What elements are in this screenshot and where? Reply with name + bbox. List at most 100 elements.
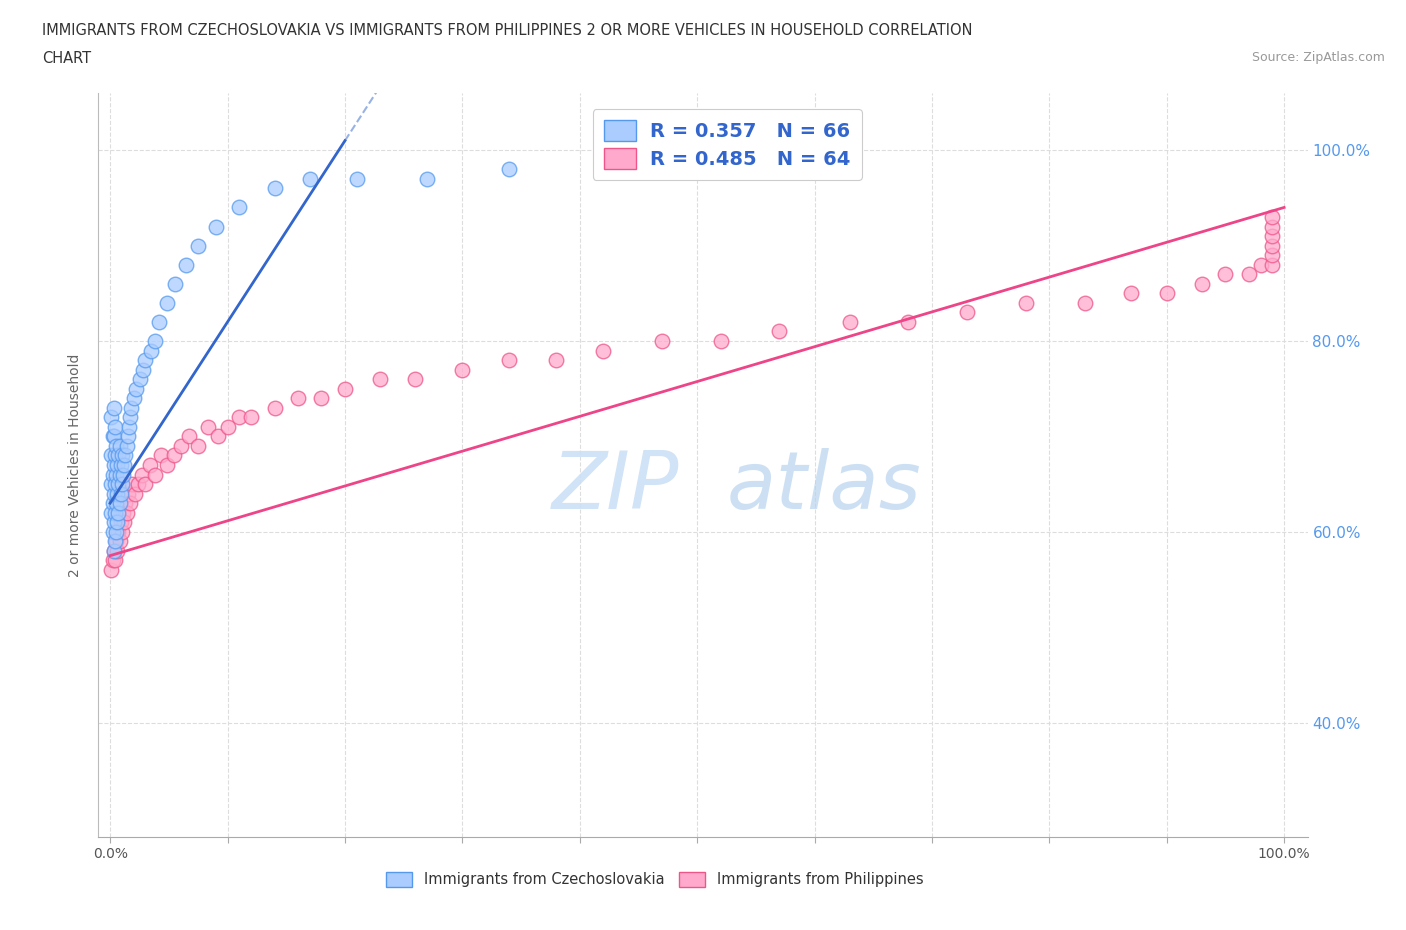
Point — [122, 391, 145, 405]
Point — [592, 343, 614, 358]
Point — [651, 334, 673, 349]
Point — [1261, 229, 1284, 244]
Point — [110, 515, 132, 530]
Point — [132, 362, 155, 377]
Point — [333, 381, 356, 396]
Point — [127, 477, 149, 492]
Point — [105, 438, 128, 453]
Text: Source: ZipAtlas.com: Source: ZipAtlas.com — [1251, 51, 1385, 64]
Point — [105, 467, 128, 482]
Point — [112, 505, 135, 520]
Point — [103, 543, 125, 558]
Point — [240, 410, 263, 425]
Text: IMMIGRANTS FROM CZECHOSLOVAKIA VS IMMIGRANTS FROM PHILIPPINES 2 OR MORE VEHICLES: IMMIGRANTS FROM CZECHOSLOVAKIA VS IMMIGR… — [42, 23, 973, 38]
Point — [897, 314, 920, 329]
Point — [125, 381, 148, 396]
Point — [451, 362, 474, 377]
Point — [155, 296, 177, 311]
Point — [104, 505, 127, 520]
Point — [1215, 267, 1237, 282]
Point — [101, 553, 124, 568]
Point — [120, 410, 142, 425]
Point — [838, 314, 860, 329]
Point — [110, 486, 132, 501]
Point — [101, 525, 124, 539]
Point — [104, 534, 127, 549]
Point — [134, 352, 156, 367]
Point — [111, 525, 134, 539]
Point — [1073, 296, 1095, 311]
Point — [956, 305, 979, 320]
Point — [149, 448, 172, 463]
Point — [1261, 258, 1284, 272]
Point — [287, 391, 309, 405]
Point — [163, 276, 186, 291]
Point — [111, 448, 134, 463]
Point — [107, 505, 129, 520]
Point — [368, 372, 391, 387]
Point — [207, 429, 229, 444]
Point — [118, 419, 141, 434]
Point — [187, 438, 209, 453]
Text: CHART: CHART — [42, 51, 91, 66]
Point — [103, 400, 125, 415]
Y-axis label: 2 or more Vehicles in Household: 2 or more Vehicles in Household — [69, 353, 83, 577]
Point — [112, 467, 135, 482]
Point — [103, 515, 125, 530]
Point — [1261, 247, 1284, 262]
Point — [103, 458, 125, 472]
Point — [592, 162, 614, 177]
Point — [107, 448, 129, 463]
Point — [311, 391, 333, 405]
Point — [1261, 238, 1284, 253]
Point — [169, 438, 191, 453]
Point — [115, 505, 138, 520]
Point — [100, 505, 122, 520]
Point — [115, 438, 138, 453]
Point — [416, 171, 439, 186]
Point — [217, 419, 239, 434]
Point — [228, 410, 250, 425]
Text: atlas: atlas — [727, 448, 922, 526]
Point — [134, 477, 156, 492]
Point — [100, 563, 122, 578]
Point — [1015, 296, 1038, 311]
Point — [710, 334, 733, 349]
Point — [176, 258, 198, 272]
Point — [228, 200, 250, 215]
Point — [104, 477, 127, 492]
Point — [768, 324, 790, 339]
Point — [121, 477, 143, 492]
Point — [107, 525, 129, 539]
Point — [103, 429, 125, 444]
Point — [104, 553, 127, 568]
Point — [143, 334, 166, 349]
Point — [1250, 258, 1272, 272]
Point — [104, 448, 127, 463]
Point — [1261, 209, 1284, 224]
Point — [263, 181, 285, 196]
Point — [105, 543, 128, 558]
Point — [155, 458, 177, 472]
Point — [546, 352, 568, 367]
Point — [111, 477, 134, 492]
Point — [103, 486, 125, 501]
Point — [131, 467, 153, 482]
Point — [112, 515, 135, 530]
Point — [114, 448, 136, 463]
Point — [100, 477, 122, 492]
Point — [120, 400, 142, 415]
Point — [117, 486, 139, 501]
Point — [101, 467, 124, 482]
Point — [107, 477, 129, 492]
Point — [498, 352, 520, 367]
Point — [110, 458, 132, 472]
Point — [108, 496, 131, 511]
Point — [104, 419, 127, 434]
Point — [105, 515, 128, 530]
Point — [139, 458, 162, 472]
Point — [197, 419, 219, 434]
Point — [101, 429, 124, 444]
Point — [105, 525, 128, 539]
Point — [124, 486, 146, 501]
